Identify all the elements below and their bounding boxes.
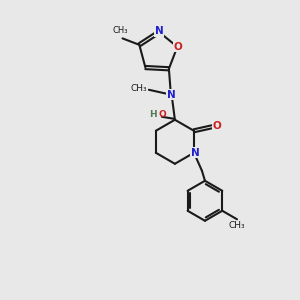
Text: CH₃: CH₃ <box>130 84 147 93</box>
Text: O: O <box>174 42 183 52</box>
Text: H: H <box>149 110 157 119</box>
Text: N: N <box>167 90 175 100</box>
Text: CH₃: CH₃ <box>113 26 128 35</box>
Text: CH₃: CH₃ <box>229 221 245 230</box>
Text: O: O <box>213 121 221 131</box>
Text: N: N <box>190 148 199 158</box>
Text: N: N <box>155 26 164 36</box>
Text: O: O <box>158 110 166 119</box>
